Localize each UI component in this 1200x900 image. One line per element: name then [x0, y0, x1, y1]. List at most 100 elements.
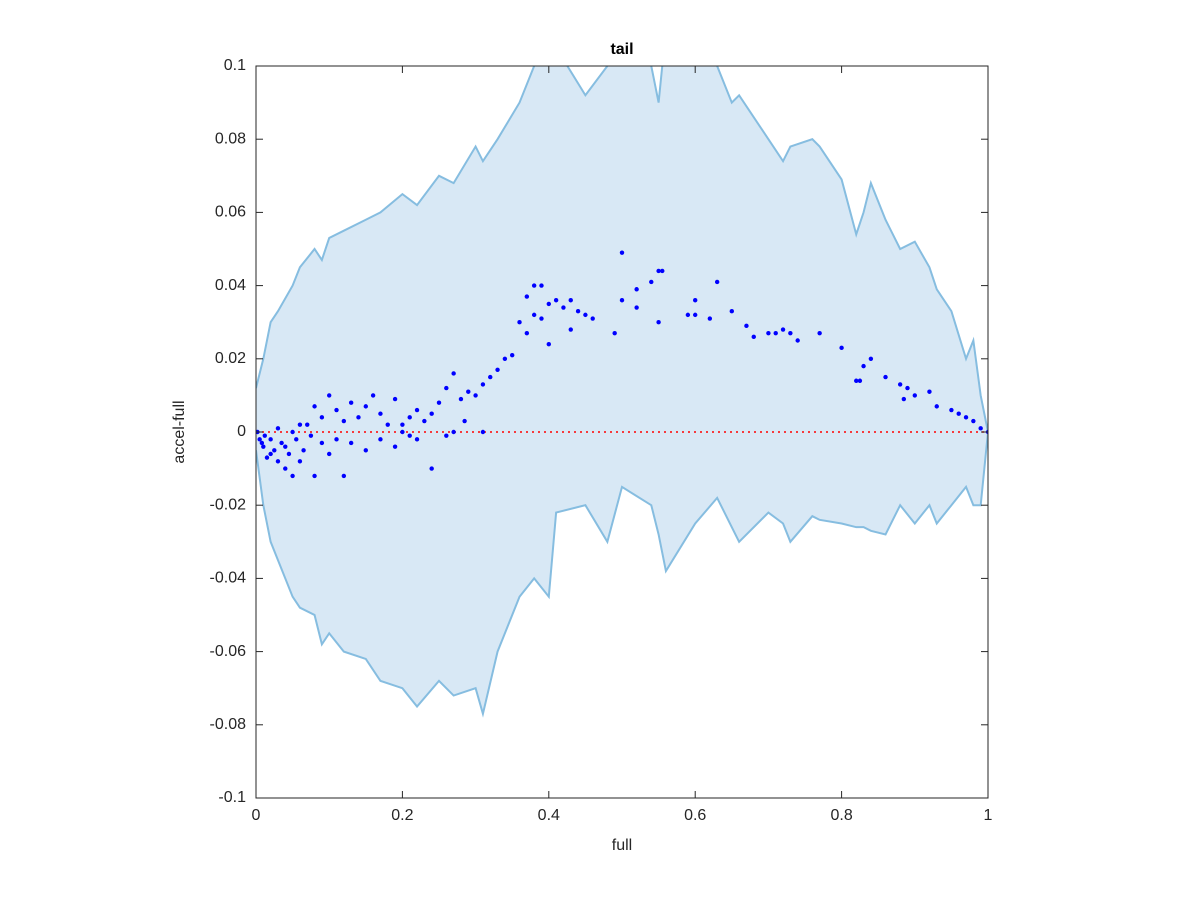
point — [407, 415, 412, 420]
y-tick-label: 0.1 — [224, 57, 246, 74]
point — [707, 316, 713, 321]
point — [436, 400, 442, 405]
point — [583, 312, 588, 318]
point — [517, 320, 522, 325]
point — [414, 437, 420, 442]
band-upper-line — [256, 66, 988, 433]
x-tick-label: 0.8 — [830, 807, 852, 824]
point — [400, 429, 405, 435]
x-axis-label: full — [612, 837, 632, 854]
y-tick-label: -0.02 — [210, 496, 247, 513]
point — [531, 312, 537, 318]
point — [429, 411, 434, 416]
point — [451, 371, 456, 376]
point — [693, 312, 698, 318]
point — [414, 407, 420, 413]
point — [901, 396, 907, 402]
point — [341, 418, 347, 424]
point — [693, 298, 698, 303]
point — [312, 404, 317, 409]
point — [612, 330, 617, 336]
y-tick-label: 0.04 — [215, 277, 246, 294]
point — [451, 429, 456, 435]
point — [575, 309, 581, 314]
point — [268, 437, 273, 442]
point — [305, 422, 310, 427]
point — [400, 422, 405, 427]
point — [729, 309, 734, 314]
point — [319, 415, 325, 420]
point — [429, 466, 434, 471]
point — [480, 429, 486, 435]
point — [334, 437, 339, 442]
point — [407, 433, 412, 438]
point — [473, 393, 478, 398]
point — [788, 330, 793, 336]
point — [308, 433, 314, 438]
point — [283, 466, 288, 471]
point — [649, 279, 654, 285]
point — [546, 341, 551, 347]
point — [868, 356, 874, 361]
point — [744, 323, 749, 329]
point — [488, 374, 493, 380]
point — [327, 451, 332, 457]
point — [546, 301, 551, 307]
x-tick-label: 0 — [252, 807, 261, 824]
point — [561, 305, 566, 310]
point — [524, 294, 530, 299]
point — [934, 404, 939, 409]
point — [392, 444, 398, 449]
plot-area — [256, 66, 988, 718]
point — [297, 459, 303, 464]
x-tick-label: 1 — [984, 807, 993, 824]
point — [619, 298, 625, 303]
point — [773, 330, 778, 336]
point — [780, 327, 786, 332]
point — [378, 411, 383, 416]
point — [656, 268, 661, 274]
y-axis-label: accel-full — [171, 400, 188, 463]
point — [261, 444, 266, 449]
point — [539, 316, 544, 321]
point — [264, 455, 270, 460]
point — [262, 433, 267, 438]
point — [883, 374, 888, 380]
point — [963, 415, 969, 420]
point — [949, 407, 954, 413]
y-tick-label: 0.06 — [215, 204, 246, 221]
point — [385, 422, 390, 427]
y-tick-label: 0.02 — [215, 350, 246, 367]
point — [766, 330, 771, 336]
point — [356, 415, 361, 420]
point — [839, 345, 844, 351]
point — [294, 437, 299, 442]
point — [378, 437, 383, 442]
point — [912, 393, 917, 398]
point — [927, 389, 932, 394]
band-lower-line — [256, 431, 988, 718]
point — [590, 316, 595, 321]
point — [634, 287, 639, 292]
point — [466, 389, 471, 394]
point — [334, 407, 339, 413]
point — [905, 385, 910, 391]
point — [348, 440, 354, 446]
point — [392, 396, 398, 402]
point — [480, 382, 486, 387]
y-tick-label: -0.1 — [218, 789, 246, 806]
point — [290, 429, 295, 435]
point — [458, 396, 464, 402]
point — [817, 330, 822, 336]
point — [978, 426, 983, 431]
y-tick-label: -0.04 — [210, 570, 247, 587]
point — [971, 418, 976, 424]
point — [348, 400, 354, 405]
point — [956, 411, 961, 416]
point — [795, 338, 800, 343]
point — [272, 448, 277, 453]
x-tick-label: 0.4 — [538, 807, 560, 824]
point — [275, 426, 281, 431]
point — [290, 473, 295, 479]
